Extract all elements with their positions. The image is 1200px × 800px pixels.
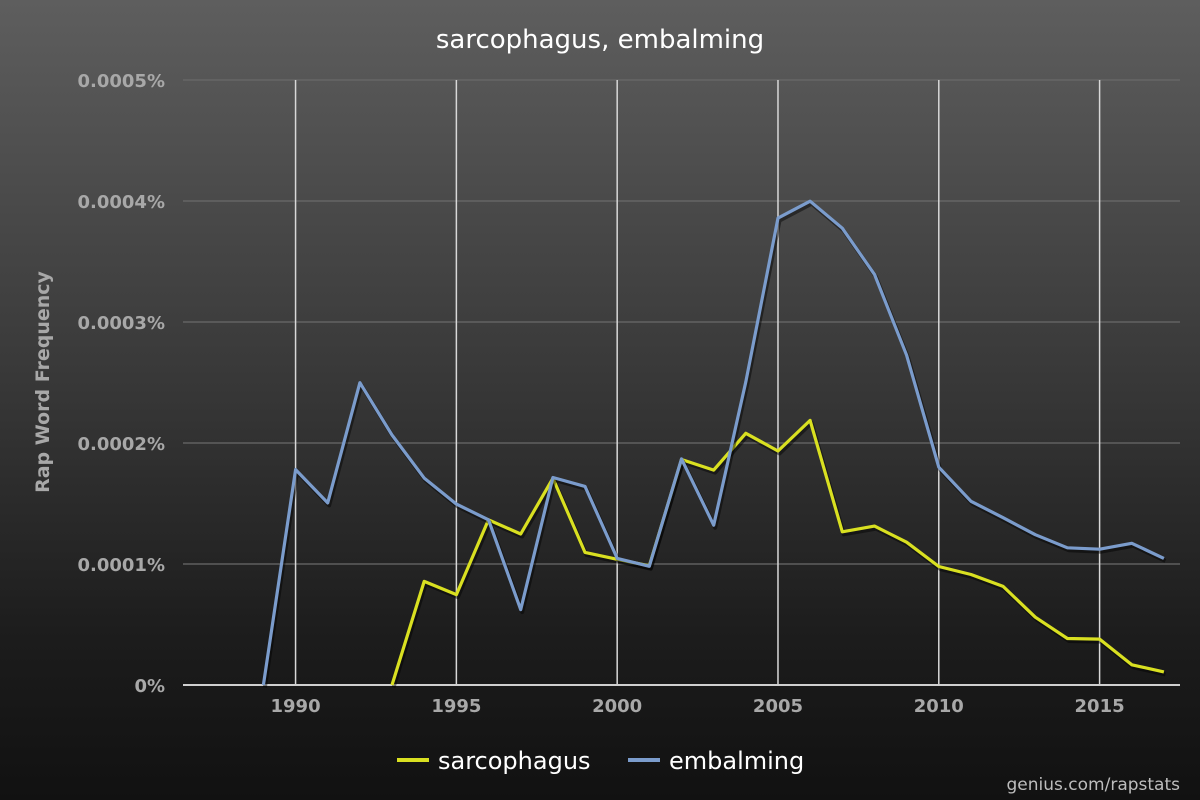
series-line-embalming: [261, 199, 1165, 686]
x-tick-label: 1990: [271, 696, 321, 717]
x-tick-label: 1995: [431, 696, 481, 717]
y-axis-ticks: 0% 0.0001% 0.0002% 0.0003% 0.0004% 0.0005%: [78, 71, 166, 697]
y-tick-label: 0.0002%: [78, 434, 166, 455]
chart-title: sarcophagus, embalming: [436, 25, 764, 55]
series-lines: [261, 199, 1167, 689]
y-axis-label: Rap Word Frequency: [32, 270, 54, 492]
legend: sarcophagus embalming: [397, 747, 804, 775]
y-tick-label: 0%: [134, 676, 165, 697]
x-tick-label: 2015: [1075, 696, 1125, 717]
series-line-sarcophagus: [390, 418, 1165, 686]
y-tick-label: 0.0003%: [78, 313, 166, 334]
series-shadow-sarcophagus: [391, 420, 1166, 689]
legend-label-embalming: embalming: [669, 747, 804, 775]
x-tick-label: 2010: [914, 696, 964, 717]
y-tick-label: 0.0005%: [78, 71, 166, 92]
x-axis-ticks: 1990 1995 2000 2005 2010 2015: [271, 696, 1125, 717]
legend-label-sarcophagus: sarcophagus: [438, 747, 591, 775]
y-tick-label: 0.0004%: [78, 192, 166, 213]
x-tick-label: 2000: [592, 696, 642, 717]
horizontal-gridlines: [183, 79, 1180, 565]
x-tick-label: 2005: [753, 696, 803, 717]
source-credit: genius.com/rapstats: [1007, 775, 1181, 795]
y-tick-label: 0.0001%: [78, 555, 166, 576]
vertical-gridlines: [294, 80, 1101, 685]
